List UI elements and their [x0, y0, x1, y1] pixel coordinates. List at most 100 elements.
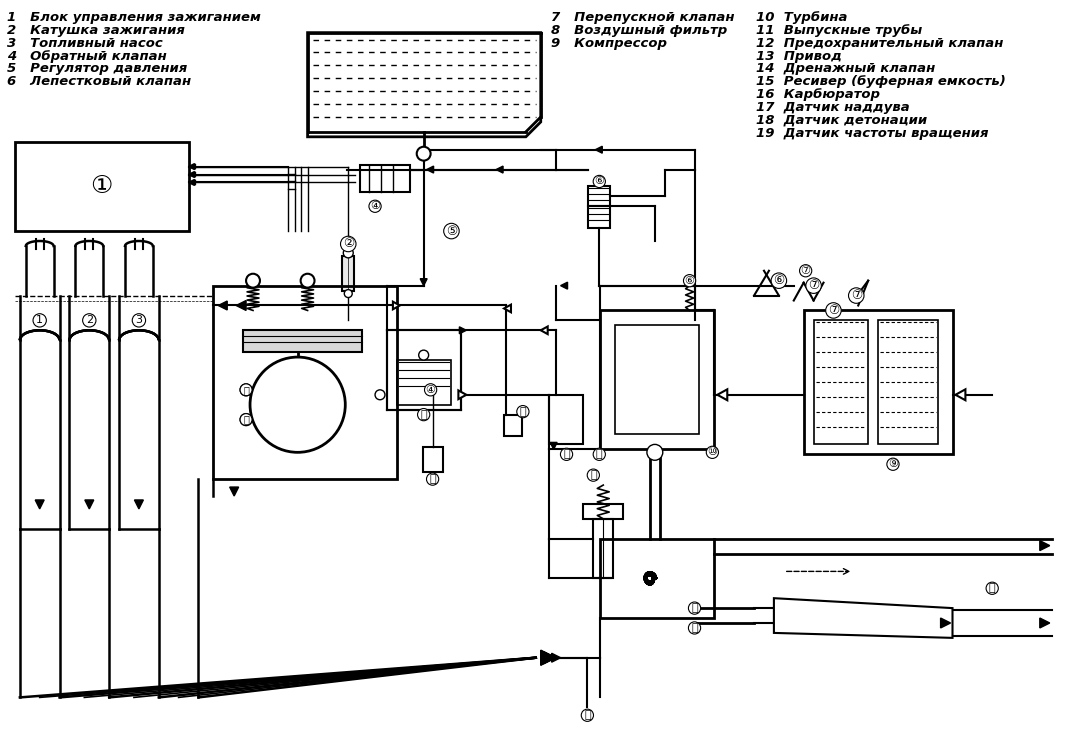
Polygon shape — [189, 164, 194, 170]
Bar — [243, 330, 362, 352]
Polygon shape — [219, 301, 227, 310]
Bar — [600, 310, 714, 449]
Polygon shape — [550, 442, 557, 449]
Text: 8   Воздушный фильтр: 8 Воздушный фильтр — [551, 24, 727, 37]
Circle shape — [417, 147, 431, 161]
Polygon shape — [940, 618, 951, 628]
Polygon shape — [595, 146, 602, 153]
Text: ⑥: ⑥ — [773, 274, 785, 287]
Bar — [504, 415, 522, 437]
Text: ⑬: ⑬ — [584, 710, 591, 720]
Polygon shape — [427, 166, 433, 173]
Polygon shape — [236, 301, 247, 310]
Polygon shape — [955, 390, 966, 401]
Text: 16  Карбюратор: 16 Карбюратор — [756, 88, 880, 101]
Text: ②: ② — [343, 237, 354, 251]
Polygon shape — [496, 166, 503, 173]
Text: 7   Перепускной клапан: 7 Перепускной клапан — [551, 11, 734, 24]
Circle shape — [240, 384, 252, 395]
Circle shape — [375, 390, 385, 400]
Bar — [814, 320, 868, 445]
Text: 3   Топливный насос: 3 Топливный насос — [6, 37, 163, 49]
Bar — [387, 330, 461, 409]
Text: ⑪: ⑪ — [691, 603, 698, 613]
Text: ①: ① — [90, 174, 113, 198]
Polygon shape — [85, 500, 93, 509]
Bar — [589, 187, 610, 207]
Text: ⑫: ⑫ — [988, 584, 996, 593]
Polygon shape — [189, 171, 194, 177]
Text: 5   Регулятор давления: 5 Регулятор давления — [6, 62, 188, 76]
Bar — [589, 207, 610, 228]
Bar — [213, 286, 397, 479]
Text: ⑳: ⑳ — [243, 415, 249, 425]
Circle shape — [344, 290, 353, 298]
Text: ⑦: ⑦ — [801, 266, 810, 276]
Text: ⑮: ⑮ — [520, 406, 526, 417]
Text: ⑲: ⑲ — [243, 385, 249, 395]
Text: 1: 1 — [36, 315, 43, 326]
Text: ⑤: ⑤ — [446, 225, 457, 237]
Bar — [804, 310, 953, 454]
Circle shape — [247, 273, 259, 287]
Circle shape — [343, 248, 353, 258]
Polygon shape — [191, 180, 195, 185]
Text: ⑥: ⑥ — [685, 276, 695, 286]
Polygon shape — [229, 487, 239, 496]
Text: ⑯: ⑯ — [563, 449, 570, 459]
Circle shape — [646, 445, 662, 460]
Text: 3: 3 — [135, 315, 143, 326]
Polygon shape — [552, 653, 561, 662]
Text: 6   Лепестковый клапан: 6 Лепестковый клапан — [6, 75, 191, 88]
Text: 10  Турбина: 10 Турбина — [756, 11, 848, 24]
Text: 1   Блок управления зажиганием: 1 Блок управления зажиганием — [6, 11, 260, 24]
Polygon shape — [459, 390, 466, 399]
Polygon shape — [35, 500, 44, 509]
Circle shape — [419, 350, 429, 360]
Polygon shape — [460, 327, 466, 334]
Polygon shape — [504, 304, 511, 312]
Polygon shape — [393, 301, 400, 309]
Polygon shape — [540, 650, 555, 665]
Text: ⑥: ⑥ — [594, 176, 605, 187]
Bar — [549, 395, 583, 445]
Bar — [15, 142, 189, 231]
Text: 13  Привод: 13 Привод — [756, 49, 842, 62]
Text: ⑨: ⑨ — [888, 459, 898, 469]
Text: ⑯: ⑯ — [596, 449, 602, 459]
Text: 9   Компрессор: 9 Компрессор — [551, 37, 667, 49]
Polygon shape — [308, 32, 540, 137]
Text: ⑦: ⑦ — [808, 279, 819, 292]
Circle shape — [250, 357, 345, 452]
Polygon shape — [540, 650, 555, 665]
Circle shape — [240, 414, 252, 426]
Text: 17  Датчик наддува: 17 Датчик наддува — [756, 101, 910, 114]
Bar — [878, 320, 938, 445]
Text: ④: ④ — [370, 201, 381, 211]
Polygon shape — [420, 279, 427, 286]
Text: ⑱: ⑱ — [429, 474, 436, 484]
Bar — [593, 519, 613, 578]
Text: ⑩: ⑩ — [708, 448, 717, 457]
Text: 19  Датчик частоты вращения: 19 Датчик частоты вращения — [756, 127, 988, 140]
Polygon shape — [191, 172, 195, 177]
Bar — [360, 165, 410, 193]
Polygon shape — [561, 282, 567, 289]
Polygon shape — [1040, 541, 1049, 551]
Bar — [397, 360, 451, 405]
Text: ⑪: ⑪ — [691, 623, 698, 633]
Polygon shape — [774, 598, 953, 638]
Polygon shape — [189, 179, 194, 185]
Text: ⑦: ⑦ — [851, 289, 862, 302]
Polygon shape — [134, 500, 144, 509]
Text: ⑭: ⑭ — [590, 470, 597, 480]
Text: 11  Выпускные трубы: 11 Выпускные трубы — [756, 24, 922, 37]
Polygon shape — [544, 652, 555, 664]
Text: 18  Датчик детонации: 18 Датчик детонации — [756, 114, 927, 127]
Bar — [342, 256, 354, 290]
Text: ④: ④ — [426, 385, 435, 395]
Text: ⑰: ⑰ — [420, 409, 427, 420]
Text: 14  Дренажный клапан: 14 Дренажный клапан — [756, 62, 935, 76]
Text: 15  Ресивер (буферная емкость): 15 Ресивер (буферная емкость) — [756, 75, 1006, 88]
Text: 12  Предохранительный клапан: 12 Предохранительный клапан — [756, 37, 1003, 49]
